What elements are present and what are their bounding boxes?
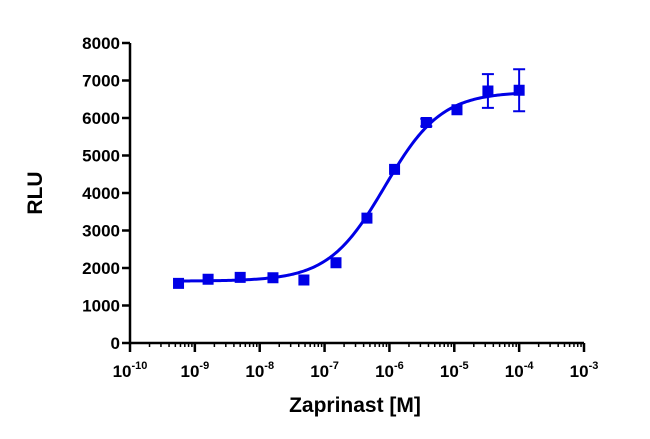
fit-curve xyxy=(178,91,520,283)
y-tick-label: 2000 xyxy=(82,259,120,278)
x-tick-base: 10 xyxy=(375,362,394,381)
x-tick-base: 10 xyxy=(245,362,264,381)
y-tick-label: 7000 xyxy=(82,72,120,91)
x-tick-exponent: -5 xyxy=(459,360,469,372)
x-tick-label: 10-8 xyxy=(245,360,274,381)
data-point xyxy=(513,84,525,96)
x-axis: 10-10 10-9 10-8 10-7 10-6 10-5 10-4 10-3 xyxy=(113,341,599,381)
x-tick-exponent: -9 xyxy=(199,360,209,372)
x-tick-exponent: -7 xyxy=(329,360,339,372)
y-tick-label: 5000 xyxy=(82,147,120,166)
y-axis: 0 1000 2000 3000 4000 5000 6000 7000 8000 xyxy=(82,34,132,353)
data-points-layer xyxy=(173,68,526,289)
y-axis-title: RLU xyxy=(24,171,47,214)
x-tick-exponent: -4 xyxy=(524,360,535,372)
data-point xyxy=(389,163,401,175)
x-tick-exponent: -6 xyxy=(394,360,404,372)
data-point xyxy=(451,104,463,116)
data-point xyxy=(234,271,246,283)
y-tick-label: 8000 xyxy=(82,34,120,53)
x-tick-label: 10-10 xyxy=(113,360,148,381)
x-tick-base: 10 xyxy=(113,362,132,381)
x-tick-exponent: -10 xyxy=(132,360,148,372)
x-tick-label: 10-9 xyxy=(181,360,210,381)
x-tick-label: 10-6 xyxy=(375,360,404,381)
x-tick-exponent: -3 xyxy=(589,360,599,372)
y-tick-label: 0 xyxy=(111,334,120,353)
x-tick-label: 10-3 xyxy=(570,360,599,381)
x-tick-base: 10 xyxy=(505,362,524,381)
x-axis-title: Zaprinast [M] xyxy=(289,394,421,417)
x-tick-label: 10-4 xyxy=(505,360,535,381)
y-tick-label: 3000 xyxy=(82,222,120,241)
data-point xyxy=(202,273,214,285)
x-tick-label: 10-5 xyxy=(440,360,469,381)
x-tick-label: 10-7 xyxy=(310,360,339,381)
y-tick-label: 6000 xyxy=(82,109,120,128)
fit-curve-layer xyxy=(178,91,520,283)
data-point xyxy=(173,277,185,289)
x-tick-base: 10 xyxy=(181,362,200,381)
x-tick-base: 10 xyxy=(440,362,459,381)
y-tick-label: 4000 xyxy=(82,184,120,203)
data-point xyxy=(267,272,279,284)
data-point xyxy=(482,85,494,97)
data-point xyxy=(298,274,310,286)
x-tick-exponent: -8 xyxy=(264,360,274,372)
data-point xyxy=(330,257,342,269)
x-tick-base: 10 xyxy=(570,362,589,381)
y-tick-label: 1000 xyxy=(82,297,120,316)
data-point xyxy=(361,212,373,224)
data-point xyxy=(420,117,432,128)
x-tick-base: 10 xyxy=(310,362,329,381)
